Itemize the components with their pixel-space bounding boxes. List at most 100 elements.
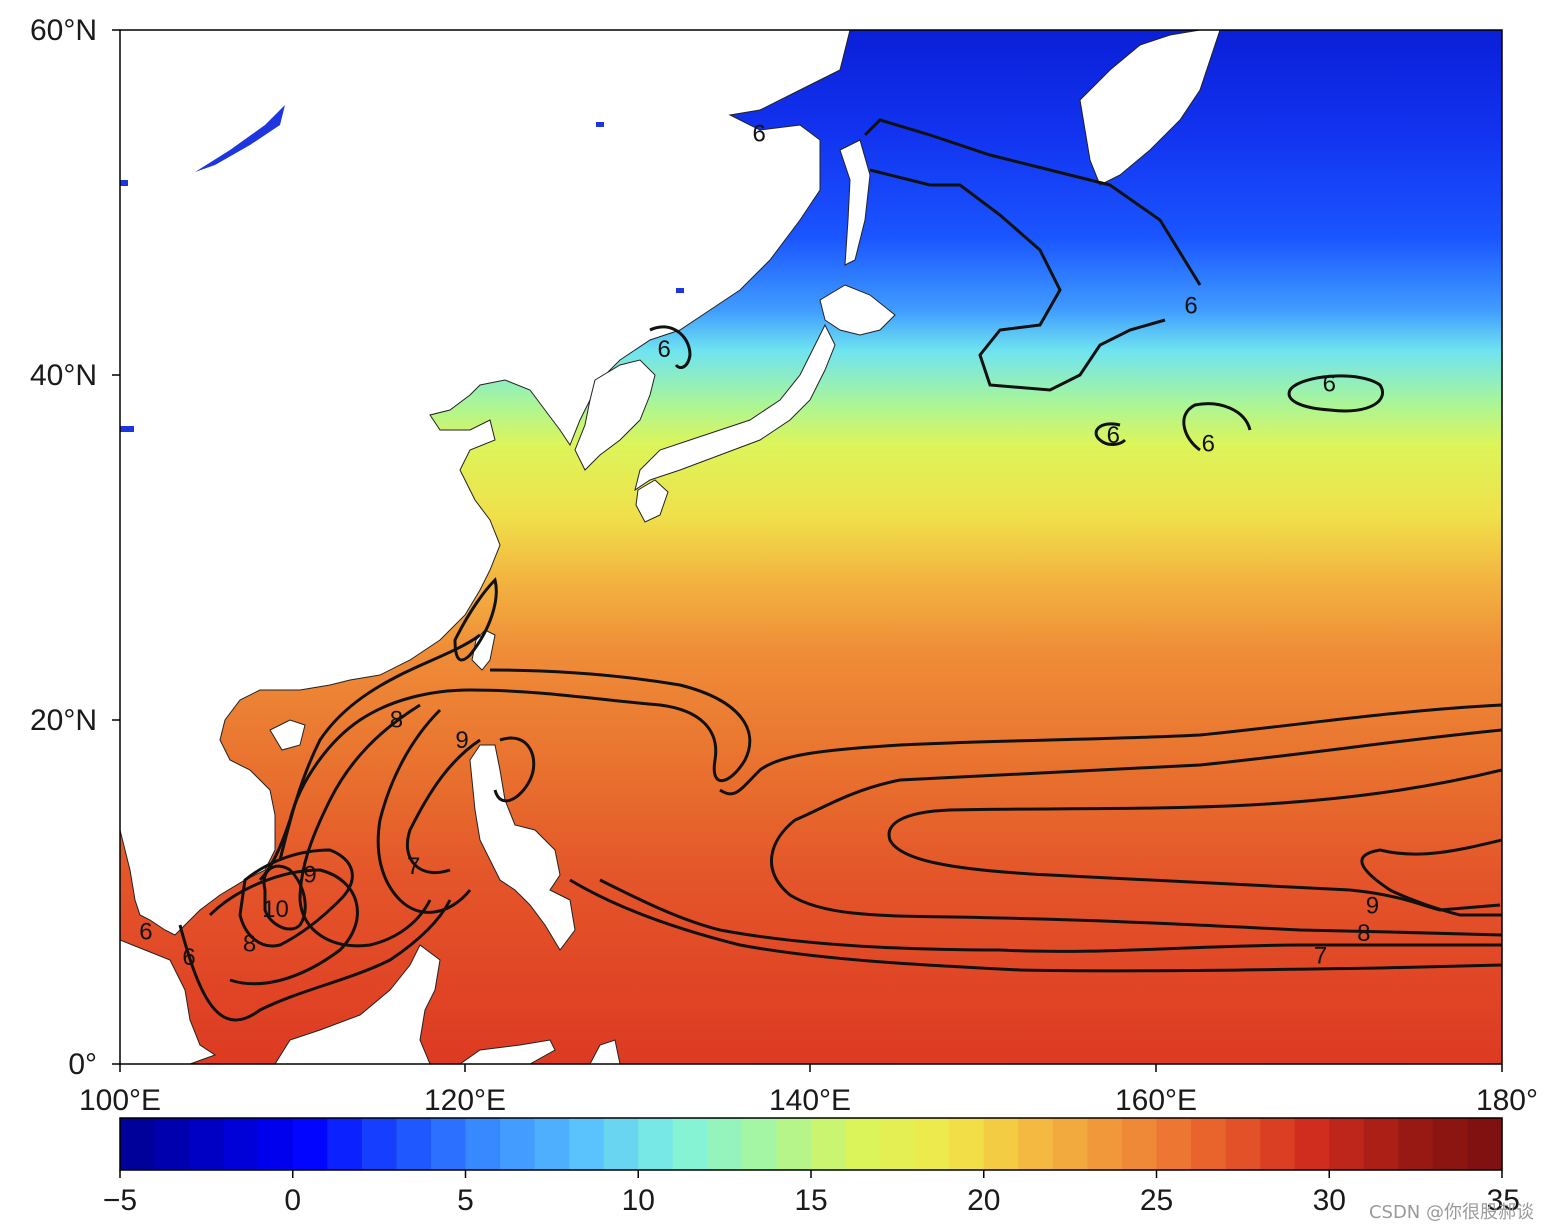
contour-9-pacific-east	[1360, 838, 1502, 917]
contour-label: 6	[657, 336, 670, 363]
contour-label: 9	[1366, 892, 1379, 919]
colorbar-cell	[120, 1118, 156, 1170]
sea-patch-small-2	[120, 426, 134, 432]
colorbar-cell	[949, 1118, 985, 1170]
contour-7-south	[599, 878, 1502, 953]
colorbar-cell	[1260, 1118, 1296, 1170]
contour-scs-b	[298, 703, 432, 948]
contour-label: 7	[1314, 942, 1327, 969]
colorbar-cell	[569, 1118, 605, 1170]
contour-7-main	[469, 668, 752, 783]
x-tick-label: 160°E	[1115, 1084, 1197, 1117]
colorbar-ticks: −5 0 5 10 15 20 25 30 35	[103, 1170, 1520, 1217]
contour-6-gulf	[178, 899, 452, 1022]
colorbar-cell	[1432, 1118, 1469, 1170]
land-japan	[634, 323, 836, 492]
contour-label: 6	[752, 120, 765, 147]
colorbar-cell	[1398, 1118, 1434, 1170]
colorbar-cell	[396, 1118, 432, 1170]
colorbar-cell	[500, 1118, 536, 1170]
y-tick-label: 60°N	[30, 14, 97, 47]
contour-label: 9	[455, 727, 468, 754]
y-tick-label: 20°N	[30, 704, 97, 737]
colorbar-cell	[914, 1118, 950, 1170]
contour-label: 6	[1184, 293, 1197, 320]
contour-label: 6	[182, 944, 195, 971]
land-borneo	[274, 944, 441, 1064]
y-axis	[112, 29, 120, 1065]
colorbar-cell	[1191, 1118, 1227, 1170]
contour-label: 6	[1202, 431, 1215, 458]
colorbar-cell	[638, 1118, 674, 1170]
contour-8-east	[794, 728, 1502, 822]
contour-scs-c	[376, 708, 472, 914]
x-tick-label: 140°E	[769, 1084, 851, 1117]
colorbar-tick-label: 30	[1313, 1184, 1346, 1217]
colorbar-cell	[845, 1118, 881, 1170]
colorbar-cell	[292, 1118, 328, 1170]
contour-10	[262, 864, 307, 931]
colorbar-cell	[741, 1118, 778, 1170]
colorbar-cell	[603, 1118, 639, 1170]
colorbar-cell	[1363, 1118, 1399, 1170]
colorbar-cell	[1018, 1118, 1054, 1170]
colorbar-cell	[811, 1118, 847, 1170]
contour-scs-d	[405, 738, 481, 875]
contour-6-loop-c	[1094, 422, 1127, 446]
colorbar: −5 0 5 10 15 20 25 30 35	[103, 1117, 1520, 1217]
contour-6-loop-a	[1287, 374, 1384, 413]
contour-8-south	[770, 818, 1502, 937]
colorbar-cell	[465, 1118, 501, 1170]
x-axis	[119, 1064, 1503, 1072]
land-malay	[120, 939, 217, 1064]
colorbar-tick-label: 15	[794, 1184, 827, 1217]
contour-7-east	[719, 703, 1502, 796]
contour-label: 8	[390, 706, 403, 733]
land-new-guinea-tip	[589, 1039, 621, 1064]
contour-label: 6	[1107, 422, 1120, 449]
land-hokkaido	[819, 284, 896, 336]
contour-6-south	[569, 878, 1502, 973]
plot-frame	[119, 29, 1503, 1065]
x-tick-labels: 100°E 120°E 140°E 160°E 180°	[79, 1084, 1538, 1117]
colorbar-cell	[983, 1118, 1019, 1170]
contour-coast-china	[278, 633, 481, 861]
contour-scs-a	[258, 688, 471, 882]
x-tick-label: 120°E	[424, 1084, 506, 1117]
contour-label: 8	[243, 930, 256, 957]
land-kyushu	[635, 479, 669, 523]
colorbar-tick-label: −5	[103, 1184, 137, 1217]
contour-6-korea	[649, 325, 692, 369]
colorbar-cell	[1156, 1118, 1192, 1170]
colorbar-cell	[1087, 1118, 1123, 1170]
colorbar-cell	[880, 1118, 916, 1170]
colorbar-cell	[776, 1118, 812, 1170]
colorbar-cell	[1052, 1118, 1088, 1170]
x-tick-label: 180°	[1476, 1084, 1538, 1117]
watermark: CSDN @你很股郝谈	[1368, 1202, 1534, 1223]
colorbar-cell	[189, 1118, 225, 1170]
contour-6-north-b	[869, 168, 1166, 392]
colorbar-cell	[361, 1118, 397, 1170]
colorbar-tick-label: 0	[284, 1184, 301, 1217]
land-hainan	[269, 719, 306, 751]
land-taiwan	[471, 629, 496, 671]
contours	[178, 118, 1502, 1022]
contour-label: 10	[262, 896, 289, 923]
colorbar-cell	[430, 1118, 467, 1170]
land-kamchatka	[1079, 30, 1221, 186]
colorbar-cells	[120, 1118, 1503, 1170]
colorbar-tick-label: 5	[457, 1184, 474, 1217]
contour-6-north	[863, 118, 1202, 286]
colorbar-cell	[707, 1118, 743, 1170]
colorbar-cell	[1294, 1118, 1330, 1170]
colorbar-cell	[223, 1118, 259, 1170]
y-tick-label: 0°	[68, 1048, 97, 1081]
colorbar-cell	[1329, 1118, 1365, 1170]
contour-9-east	[887, 768, 1502, 912]
x-tick-label: 100°E	[79, 1084, 161, 1117]
contour-label: 6	[139, 918, 152, 945]
colorbar-cell	[258, 1118, 294, 1170]
